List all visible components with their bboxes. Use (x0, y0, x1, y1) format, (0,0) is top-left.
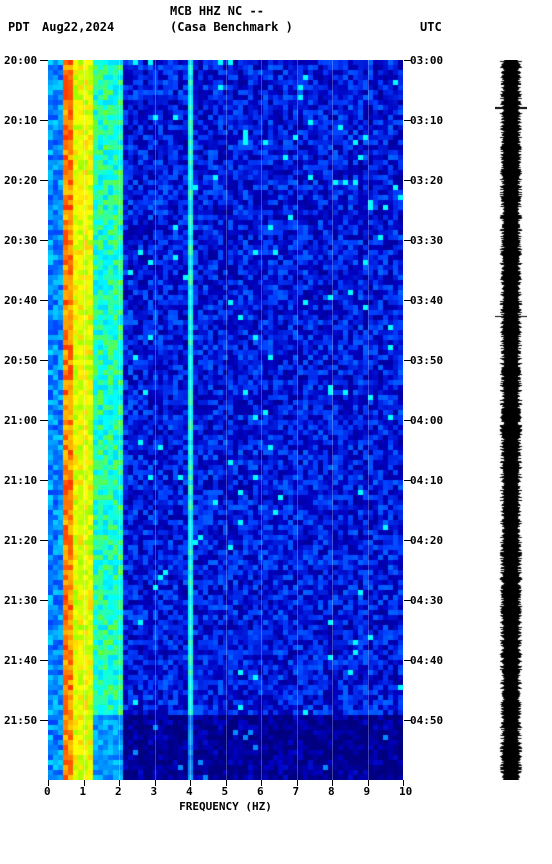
y-left-tick: 21:00 (4, 414, 37, 427)
y-left-tick: 21:40 (4, 654, 37, 667)
y-left-tick: 20:30 (4, 234, 37, 247)
x-tick: 10 (399, 785, 412, 798)
date-label: Aug22,2024 (42, 20, 114, 34)
x-tick: 7 (293, 785, 300, 798)
x-tick: 5 (222, 785, 229, 798)
y-right-tick: 03:20 (410, 174, 443, 187)
y-right-tick: 03:30 (410, 234, 443, 247)
waveform-trace (495, 60, 527, 780)
x-tick: 3 (151, 785, 158, 798)
y-left-tick: 20:50 (4, 354, 37, 367)
x-tick: 9 (364, 785, 371, 798)
y-right-tick: 04:50 (410, 714, 443, 727)
y-right-tick: 04:20 (410, 534, 443, 547)
benchmark-label: (Casa Benchmark ) (170, 20, 293, 34)
y-left-tick: 20:00 (4, 54, 37, 67)
utc-label: UTC (420, 20, 442, 34)
y-left-tick: 20:10 (4, 114, 37, 127)
y-right-tick: 03:50 (410, 354, 443, 367)
y-right-tick: 04:30 (410, 594, 443, 607)
y-right-tick: 03:10 (410, 114, 443, 127)
y-left-tick: 21:20 (4, 534, 37, 547)
x-axis-title: FREQUENCY (HZ) (48, 800, 403, 813)
x-tick: 6 (257, 785, 264, 798)
x-tick: 1 (80, 785, 87, 798)
station-title: MCB HHZ NC -- (170, 4, 264, 18)
y-right-tick: 03:40 (410, 294, 443, 307)
y-right-tick: 04:40 (410, 654, 443, 667)
y-left-tick: 20:40 (4, 294, 37, 307)
y-left-tick: 21:10 (4, 474, 37, 487)
y-right-tick: 04:00 (410, 414, 443, 427)
y-right-tick: 04:10 (410, 474, 443, 487)
x-tick: 4 (186, 785, 193, 798)
x-tick: 2 (115, 785, 122, 798)
x-tick: 0 (44, 785, 51, 798)
x-tick: 8 (328, 785, 335, 798)
pdt-label: PDT (8, 20, 30, 34)
y-left-tick: 21:30 (4, 594, 37, 607)
y-left-tick: 20:20 (4, 174, 37, 187)
header: MCB HHZ NC -- PDT Aug22,2024 (Casa Bench… (0, 0, 552, 40)
y-right-tick: 03:00 (410, 54, 443, 67)
y-left-tick: 21:50 (4, 714, 37, 727)
